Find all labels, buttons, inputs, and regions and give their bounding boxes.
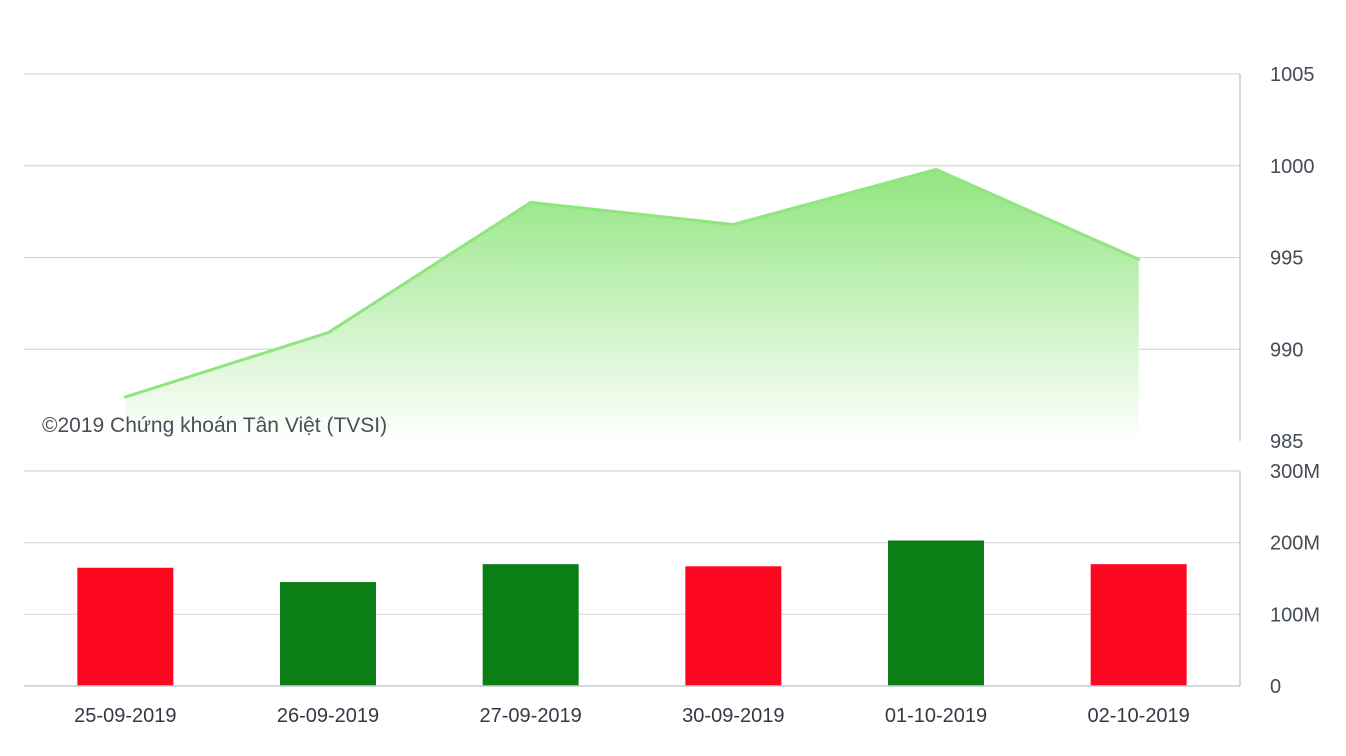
x-tick-label: 30-09-2019: [682, 705, 784, 727]
copyright-credit: ©2019 Chứng khoán Tân Việt (TVSI): [42, 414, 387, 437]
volume-tick-label: 100M: [1270, 604, 1320, 626]
volume-bar: [482, 564, 579, 686]
x-tick-label: 26-09-2019: [277, 705, 379, 727]
price-tick-label: 1000: [1270, 156, 1315, 178]
price-tick-label: 1005: [1270, 64, 1315, 86]
price-point: [529, 200, 533, 204]
price-tick-label: 990: [1270, 339, 1303, 361]
volume-y-axis: 0 100M 200M 300M: [1270, 461, 1320, 698]
price-tick-label: 985: [1270, 431, 1303, 453]
price-area: [125, 169, 1139, 441]
volume-bars: [77, 540, 1187, 686]
price-point: [1137, 257, 1141, 261]
x-axis: 25-09-2019 26-09-2019 27-09-2019 30-09-2019…: [74, 705, 1190, 727]
volume-bar: [685, 566, 782, 686]
volume-bar: [1090, 564, 1187, 686]
x-tick-label: 01-10-2019: [885, 705, 987, 727]
x-tick-label: 27-09-2019: [480, 705, 582, 727]
price-point: [326, 331, 330, 335]
volume-tick-label: 300M: [1270, 461, 1320, 483]
price-point: [731, 222, 735, 226]
price-points: [123, 167, 1141, 399]
volume-bar: [280, 582, 376, 686]
price-point: [934, 167, 938, 171]
price-point: [123, 395, 127, 399]
x-tick-label: 02-10-2019: [1088, 705, 1190, 727]
volume-grid: [24, 470, 1240, 615]
volume-bar: [77, 567, 174, 686]
price-y-axis: 985 990 995 1000 1005: [1270, 64, 1315, 453]
volume-tick-label: 0: [1270, 676, 1281, 698]
price-line: [124, 167, 1140, 399]
x-tick-label: 25-09-2019: [74, 705, 176, 727]
price-tick-label: 995: [1270, 248, 1303, 270]
volume-bar: [888, 540, 984, 686]
volume-tick-label: 200M: [1270, 533, 1320, 555]
